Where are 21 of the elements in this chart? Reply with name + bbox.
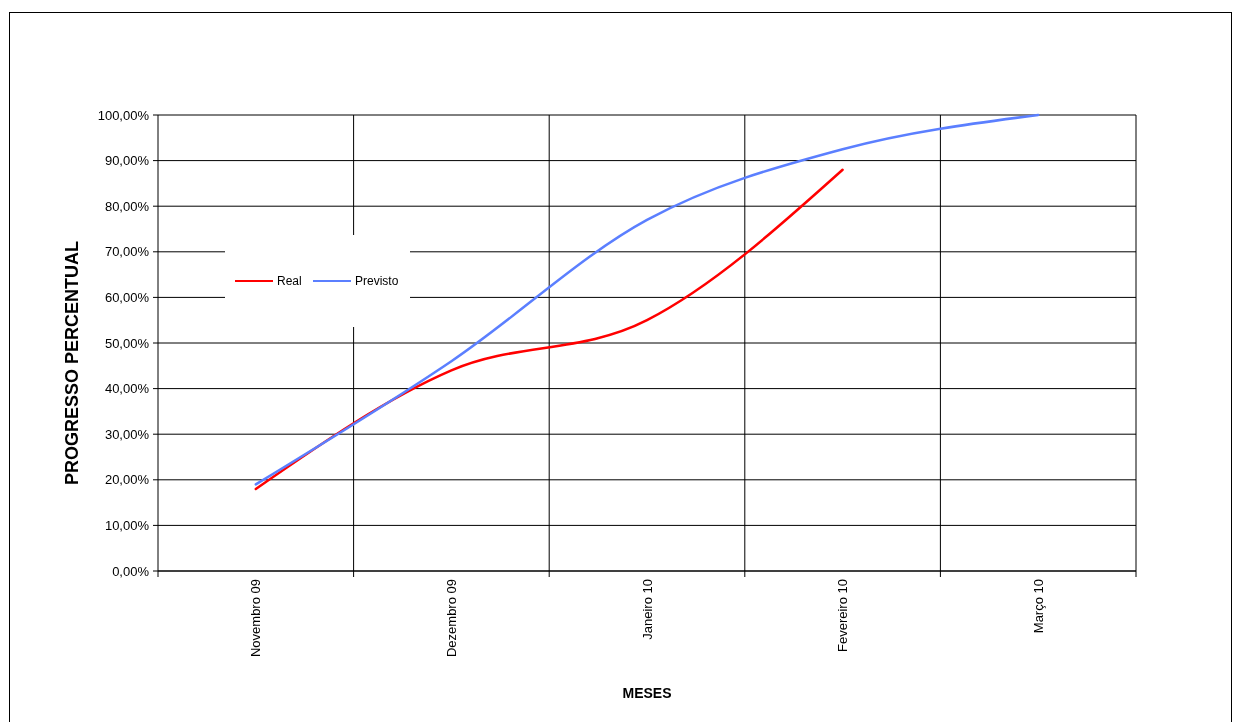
- y-tick-label: 60,00%: [104, 289, 150, 305]
- y-tick-label: 80,00%: [104, 198, 150, 214]
- line-series: [254, 113, 1040, 486]
- y-tick-label: 50,00%: [104, 335, 150, 351]
- x-tick-label: Fevereiro 10: [835, 579, 851, 652]
- y-tick-label: 90,00%: [104, 153, 150, 169]
- y-axis-title: PROGRESSO PERCENTUAL: [62, 240, 82, 486]
- x-tick-label: Março 10: [1030, 579, 1046, 634]
- y-tick-label: 30,00%: [104, 426, 150, 442]
- y-tick-label: 20,00%: [104, 472, 150, 488]
- y-tick-label: 0,00%: [112, 563, 150, 579]
- x-tick-label: Janeiro 10: [639, 579, 655, 640]
- y-tick-label: 10,00%: [104, 517, 150, 533]
- legend-label: Real: [277, 274, 302, 289]
- y-tick-label: 100,00%: [97, 107, 150, 123]
- x-tick-label: Dezembro 09: [443, 579, 459, 658]
- x-tick-label: Novembro 09: [248, 579, 264, 658]
- x-axis-title: MESES: [622, 685, 672, 701]
- legend-label: Previsto: [355, 274, 399, 289]
- y-tick-label: 70,00%: [104, 244, 150, 260]
- y-tick-label: 40,00%: [104, 381, 150, 397]
